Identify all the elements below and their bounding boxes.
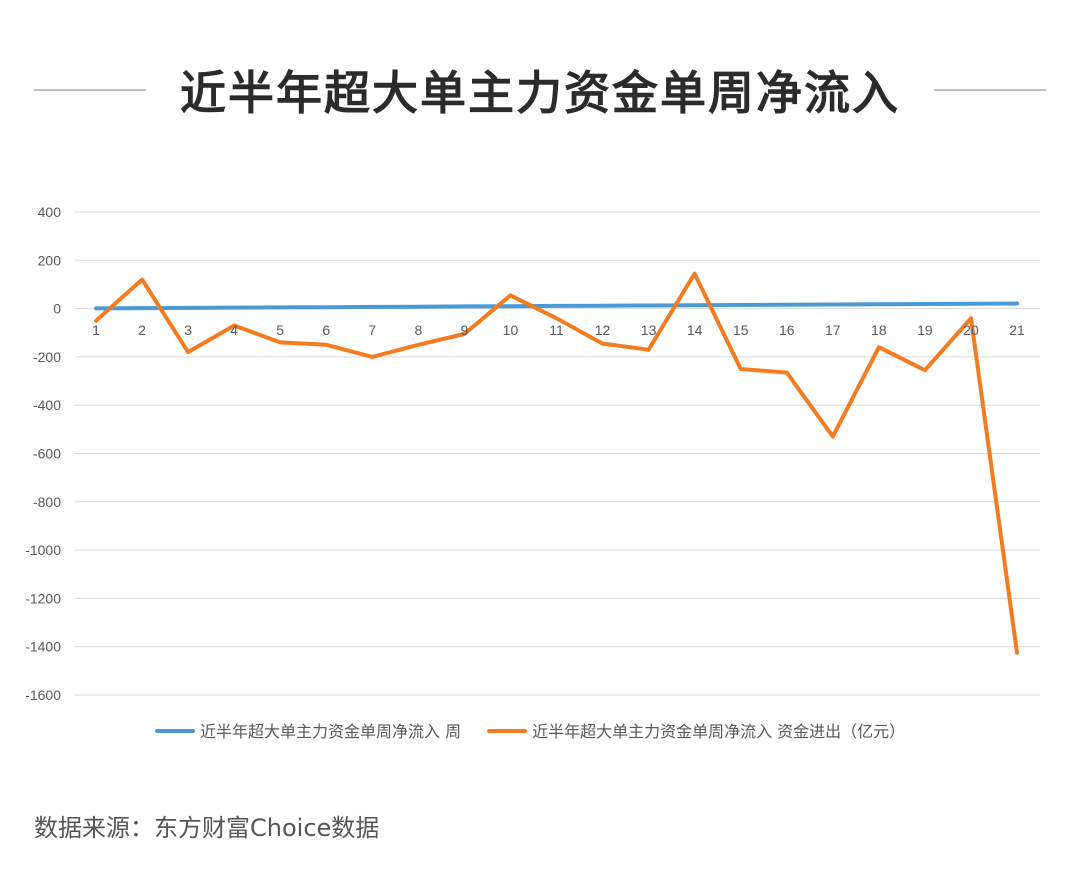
series-line-1 [94, 271, 1019, 655]
x-tick-label-20: 21 [1009, 322, 1025, 338]
x-tick-label-11: 12 [595, 322, 611, 338]
x-tick-label-9: 10 [503, 322, 519, 338]
y-tick-label-5: -600 [33, 446, 61, 462]
x-tick-label-17: 18 [871, 322, 887, 338]
title-row: 近半年超大单主力资金单周净流入 [0, 52, 1080, 128]
title-rule-left [34, 89, 146, 91]
x-tick-label-16: 17 [825, 322, 841, 338]
y-tick-label-4: -400 [33, 397, 61, 413]
x-tick-label-19: 20 [963, 322, 979, 338]
x-tick-label-4: 5 [276, 322, 284, 338]
y-tick-label-3: -200 [33, 349, 61, 365]
legend: 近半年超大单主力资金单周净流入 周 近半年超大单主力资金单周净流入 资金进出（亿元… [155, 722, 905, 741]
x-tick-label-6: 7 [368, 322, 376, 338]
x-tick-label-2: 3 [184, 322, 192, 338]
title-rule-right [934, 89, 1046, 91]
legend-label-0: 近半年超大单主力资金单周净流入 周 [200, 722, 461, 741]
y-tick-label-7: -1000 [25, 542, 61, 558]
y-tick-label-8: -1200 [25, 590, 61, 606]
y-tick-labels: 400 200 0 -200 -400 -600 -800 -1000 -1200 -1400 -1… [25, 204, 61, 703]
line-chart: 400 200 0 -200 -400 -600 -800 -1000 -1200 -1400 -1… [25, 204, 1040, 741]
x-tick-label-0: 1 [92, 322, 100, 338]
chart-title: 近半年超大单主力资金单周净流入 [180, 66, 900, 120]
y-tick-label-6: -800 [33, 494, 61, 510]
legend-label-1: 近半年超大单主力资金单周净流入 资金进出（亿元） [532, 722, 905, 741]
x-tick-label-10: 11 [549, 322, 564, 338]
x-tick-label-15: 16 [779, 322, 795, 338]
y-tick-label-10: -1600 [25, 687, 61, 703]
series-layer [94, 271, 1019, 655]
x-tick-label-13: 14 [687, 322, 703, 338]
x-tick-label-14: 15 [733, 322, 749, 338]
grid-layer [75, 211, 1040, 696]
x-tick-label-7: 8 [414, 322, 422, 338]
x-tick-label-18: 19 [917, 322, 933, 338]
y-tick-label-0: 400 [38, 204, 62, 220]
x-tick-label-1: 2 [138, 322, 146, 338]
y-tick-label-1: 200 [38, 252, 62, 268]
series-line-0 [94, 301, 1019, 311]
x-tick-label-12: 13 [641, 322, 657, 338]
x-tick-label-8: 9 [461, 322, 469, 338]
x-tick-label-3: 4 [230, 322, 238, 338]
x-tick-label-5: 6 [322, 322, 330, 338]
x-tick-labels: 1 2 3 4 5 6 7 8 9 10 11 12 13 14 15 16 17 18 19 20 21 [92, 322, 1025, 338]
data-source-note: 数据来源：东方财富Choice数据 [34, 814, 380, 842]
y-tick-label-9: -1400 [25, 639, 61, 655]
y-tick-label-2: 0 [53, 301, 61, 317]
